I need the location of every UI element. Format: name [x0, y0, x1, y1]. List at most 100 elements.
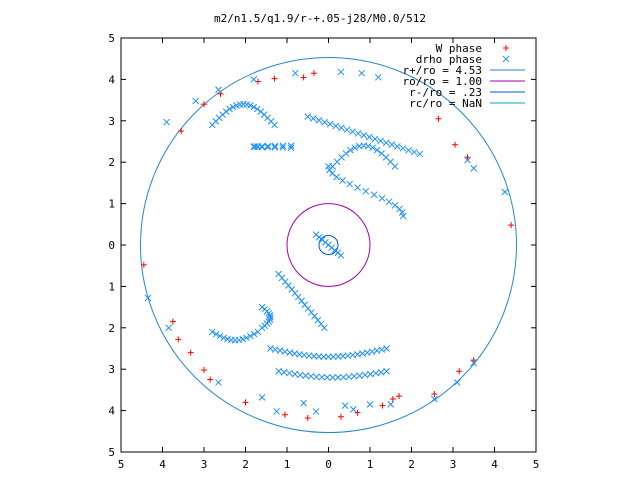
w-phase-point — [396, 393, 403, 400]
drho-phase-point — [501, 188, 509, 196]
spiral-marker — [246, 332, 254, 340]
drho-phase-point — [312, 408, 320, 415]
spiral-marker — [321, 118, 328, 126]
drho-phase-point — [144, 294, 152, 302]
spiral-marker — [208, 328, 216, 336]
spiral-marker — [222, 108, 230, 115]
legend-label: rc/ro = NaN — [409, 97, 482, 110]
w-phase-point — [431, 391, 438, 398]
spiral-marker — [388, 141, 396, 148]
spiral-marker — [405, 146, 412, 154]
spiral-marker — [329, 374, 337, 381]
spiral-marker — [334, 374, 342, 381]
spiral-marker — [226, 105, 233, 113]
drho-phase-point — [350, 406, 357, 413]
drho-phase-point — [387, 401, 395, 408]
spiral-marker — [309, 115, 317, 122]
spiral-marker — [339, 177, 346, 184]
spiral-marker — [287, 142, 295, 149]
y-tick-label: 2 — [108, 322, 115, 335]
w-phase-point — [379, 402, 386, 409]
spiral-marker — [304, 113, 312, 121]
w-phase-point — [201, 101, 207, 108]
w-phase-point — [207, 376, 214, 383]
spiral-marker — [394, 143, 401, 150]
w-phase-point — [310, 70, 317, 77]
drho-phase-point — [374, 73, 382, 81]
drho-phase-point — [300, 399, 307, 407]
spiral-marker — [302, 372, 310, 380]
spiral-marker — [333, 173, 341, 181]
legend-label: r-/ro = .23 — [409, 86, 482, 99]
spiral-marker — [239, 335, 247, 343]
x-tick-label: 2 — [408, 458, 415, 471]
spiral-marker — [291, 370, 299, 378]
spiral-marker — [254, 328, 262, 336]
drho-phase-point — [341, 402, 349, 409]
spiral-marker — [385, 198, 393, 206]
spiral-marker — [258, 143, 266, 151]
w-phase-point — [464, 154, 471, 161]
spiral-marker — [246, 102, 254, 109]
w-phase-point — [281, 411, 288, 418]
w-phase-point — [470, 357, 477, 364]
spiral-marker — [370, 191, 378, 199]
drho-phase-point — [358, 69, 366, 77]
drho-phase-point — [430, 395, 438, 403]
circle-ro — [286, 203, 371, 287]
circle-r — [318, 234, 339, 256]
w-phase-point — [456, 368, 463, 375]
w-phase-point — [435, 115, 442, 122]
w-phase-point — [300, 74, 307, 81]
y-tick-label: 2 — [108, 156, 115, 169]
spiral-marker — [279, 142, 287, 150]
x-tick-label: 3 — [201, 458, 208, 471]
spiral-marker — [371, 135, 379, 143]
spiral-marker — [340, 373, 347, 381]
w-phase-point — [389, 396, 396, 403]
spiral-marker — [332, 122, 340, 130]
spiral-marker — [275, 367, 283, 375]
spiral-marker — [367, 370, 374, 378]
spiral-marker — [377, 137, 384, 145]
drho-phase-point — [273, 408, 280, 415]
legend-marker — [503, 45, 509, 51]
x-tick-label: 4 — [159, 458, 166, 471]
w-phase-point — [140, 261, 147, 268]
w-phase-point — [178, 128, 185, 135]
legend-marker — [502, 55, 510, 63]
spiral-marker — [343, 126, 351, 134]
spiral-marker — [280, 368, 288, 376]
legend-label: ro/ro = 1.00 — [403, 75, 482, 88]
chart-title: m2/n1.5/q1.9/r-+.05-j28/M0.0/512 — [214, 12, 426, 25]
spiral-marker — [267, 314, 274, 321]
spiral-marker — [377, 368, 385, 376]
spiral-marker — [391, 202, 399, 209]
drho-phase-point — [215, 379, 222, 386]
y-tick-label: 3 — [108, 115, 115, 128]
spiral-marker — [307, 372, 315, 380]
drho-phase-point — [470, 359, 478, 367]
legend-label: drho phase — [416, 53, 482, 66]
spiral-marker — [398, 209, 406, 216]
x-tick-label: 1 — [367, 458, 374, 471]
spiral-marker — [326, 120, 334, 128]
spiral-marker — [351, 144, 359, 152]
spiral-marker — [266, 316, 274, 323]
circle-r — [140, 56, 517, 434]
w-phase-point — [452, 141, 459, 148]
y-tick-label: 5 — [108, 446, 115, 459]
drho-phase-point — [291, 69, 299, 77]
spiral-marker — [362, 187, 370, 195]
spiral-marker — [264, 143, 272, 151]
spiral-marker — [337, 251, 345, 259]
x-tick-label: 3 — [450, 458, 457, 471]
spiral-marker — [416, 150, 424, 158]
drho-phase-point — [250, 76, 258, 83]
w-phase-point — [508, 222, 515, 229]
spiral-marker — [383, 345, 390, 352]
drho-phase-point — [165, 324, 173, 332]
spiral-marker — [216, 332, 224, 340]
spiral-marker — [243, 334, 250, 342]
